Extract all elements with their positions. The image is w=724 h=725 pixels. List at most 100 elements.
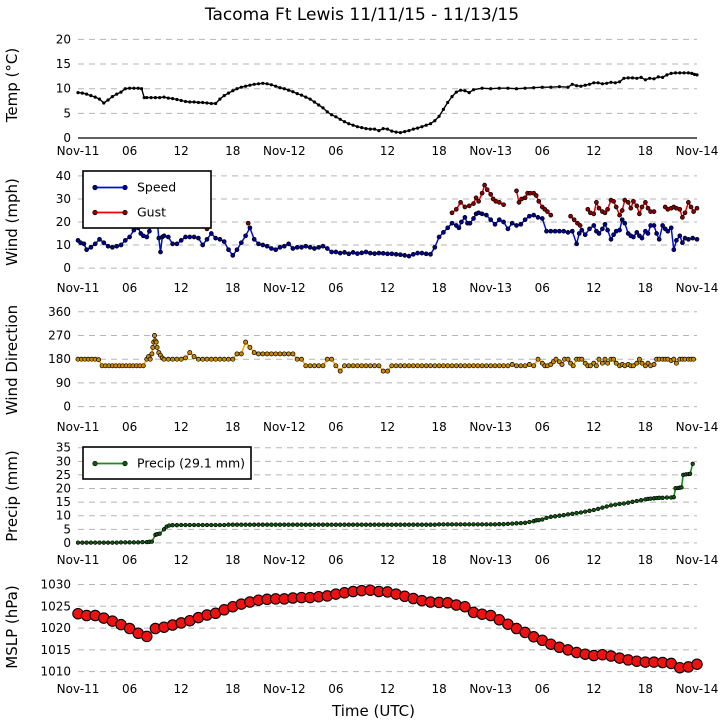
x-tick-label: Nov-11 <box>57 144 100 158</box>
y-tick-label: 1015 <box>40 643 71 657</box>
x-tick-label: Nov-12 <box>263 553 306 567</box>
y-tick-label: 20 <box>56 32 71 46</box>
panel-wind: 0 10 20 30 40 Nov-11 06 12 18 Nov-12 06 12 18 Nov-13 0… <box>3 169 719 295</box>
y-axis-label-temp: Temp (°C) <box>3 48 21 123</box>
y-tick-label: 0 <box>63 261 71 275</box>
x-tick-label: 12 <box>586 553 601 567</box>
y-tick-label: 1020 <box>40 621 71 635</box>
legend-precip: Precip (29.1 mm) <box>82 446 252 480</box>
legend-label: Speed <box>137 180 176 195</box>
series-precip-29-1-mm- <box>75 461 695 545</box>
x-tick-label: Nov-11 <box>57 420 100 434</box>
x-tick-label: 06 <box>328 281 343 295</box>
y-tick-label: 25 <box>56 468 71 482</box>
x-tick-label: 06 <box>122 682 137 696</box>
y-tick-label: 20 <box>56 482 71 496</box>
grid-temp <box>78 38 697 139</box>
x-axis-label: Time (UTC) <box>332 702 415 720</box>
legend-wind: Speed Gust <box>82 170 212 229</box>
series-gust <box>182 182 700 232</box>
y-tick-label: 1025 <box>40 599 71 613</box>
x-tick-label: 18 <box>638 682 653 696</box>
y-tick-label: 270 <box>48 329 71 343</box>
x-tick-label: 18 <box>225 553 240 567</box>
x-tick-label: Nov-11 <box>57 682 100 696</box>
panel-mslp: 1010 1015 1020 1025 1030 Nov-11 06 12 18 Nov-12 06… <box>3 578 719 696</box>
x-tick-label: 12 <box>380 420 395 434</box>
y-axis-label-wind: Wind (mph) <box>3 178 21 266</box>
legend-label: Gust <box>137 205 166 220</box>
y-tick-label: 15 <box>56 495 71 509</box>
x-tick-label: 06 <box>122 553 137 567</box>
x-tick-label: Nov-13 <box>469 281 512 295</box>
x-tick-label: 18 <box>431 281 446 295</box>
series-temp <box>76 71 699 135</box>
x-tick-label: 12 <box>174 144 189 158</box>
x-tick-label: 18 <box>431 682 446 696</box>
y-axis-label-wdir: Wind Direction <box>3 305 21 415</box>
y-tick-label: 10 <box>56 82 71 96</box>
x-tick-label: 12 <box>380 281 395 295</box>
x-tick-label: 18 <box>431 144 446 158</box>
y-tick-label: 0 <box>63 536 71 550</box>
y-tick-label: 360 <box>48 305 71 319</box>
panel-wdir: 0 90 180 270 360 Nov-11 06 12 18 Nov-12 06 12 18 Nov-… <box>3 305 719 434</box>
x-tick-label: 12 <box>586 281 601 295</box>
y-tick-label: 0 <box>63 400 71 414</box>
x-tick-label: 18 <box>225 281 240 295</box>
x-tick-label: 12 <box>380 144 395 158</box>
x-tick-label: 06 <box>122 420 137 434</box>
y-tick-label: 1010 <box>40 665 71 679</box>
series-direction <box>75 333 697 374</box>
x-tick-label: 12 <box>380 682 395 696</box>
x-tick-label: Nov-12 <box>263 420 306 434</box>
x-tick-label: 18 <box>225 682 240 696</box>
chart-panels: 0 5 10 15 20 Nov-11 06 12 18 Nov-12 06 12 18 Nov-13 06… <box>0 26 724 701</box>
x-tick-label: 06 <box>535 553 550 567</box>
x-tick-label: 18 <box>638 281 653 295</box>
chart-title: Tacoma Ft Lewis 11/11/15 - 11/13/15 <box>204 5 520 25</box>
x-tick-label: Nov-14 <box>676 420 719 434</box>
x-tick-label: Nov-14 <box>676 281 719 295</box>
x-tick-label: 06 <box>328 553 343 567</box>
y-tick-label: 10 <box>56 509 71 523</box>
x-tick-label: 12 <box>174 682 189 696</box>
x-tick-label: Nov-13 <box>469 553 512 567</box>
y-tick-label: 10 <box>56 238 71 252</box>
x-tick-label: 18 <box>225 420 240 434</box>
y-axis-label-mslp: MSLP (hPa) <box>3 585 21 668</box>
x-tick-label: 06 <box>535 420 550 434</box>
x-tick-label: Nov-13 <box>469 682 512 696</box>
x-tick-label: Nov-13 <box>469 420 512 434</box>
y-tick-label: 90 <box>56 376 71 390</box>
x-tick-label: Nov-11 <box>57 281 100 295</box>
y-tick-label: 30 <box>56 454 71 468</box>
y-tick-label: 1030 <box>40 578 71 592</box>
legend-label: Precip (29.1 mm) <box>137 456 245 471</box>
x-tick-label: 18 <box>431 553 446 567</box>
x-tick-label: 06 <box>535 144 550 158</box>
x-tick-label: 18 <box>638 144 653 158</box>
x-tick-label: Nov-12 <box>263 144 306 158</box>
x-tick-label: 18 <box>431 420 446 434</box>
y-tick-label: 20 <box>56 215 71 229</box>
x-tick-label: 06 <box>122 144 137 158</box>
y-tick-label: 0 <box>63 131 71 145</box>
x-tick-label: Nov-14 <box>676 144 719 158</box>
x-tick-label: 18 <box>638 420 653 434</box>
x-tick-label: Nov-14 <box>676 682 719 696</box>
x-tick-label: 06 <box>535 281 550 295</box>
x-tick-label: 06 <box>328 420 343 434</box>
x-tick-label: Nov-12 <box>263 682 306 696</box>
panel-temp: 0 5 10 15 20 Nov-11 06 12 18 Nov-12 06 12 18 Nov-13 06… <box>3 32 719 158</box>
x-tick-label: Nov-11 <box>57 553 100 567</box>
x-tick-label: Nov-12 <box>263 281 306 295</box>
y-tick-label: 40 <box>56 169 71 183</box>
x-tick-label: 06 <box>122 281 137 295</box>
x-tick-label: Nov-13 <box>469 144 512 158</box>
y-tick-label: 35 <box>56 441 71 455</box>
x-tick-label: Nov-14 <box>676 553 719 567</box>
y-tick-label: 30 <box>56 192 71 206</box>
